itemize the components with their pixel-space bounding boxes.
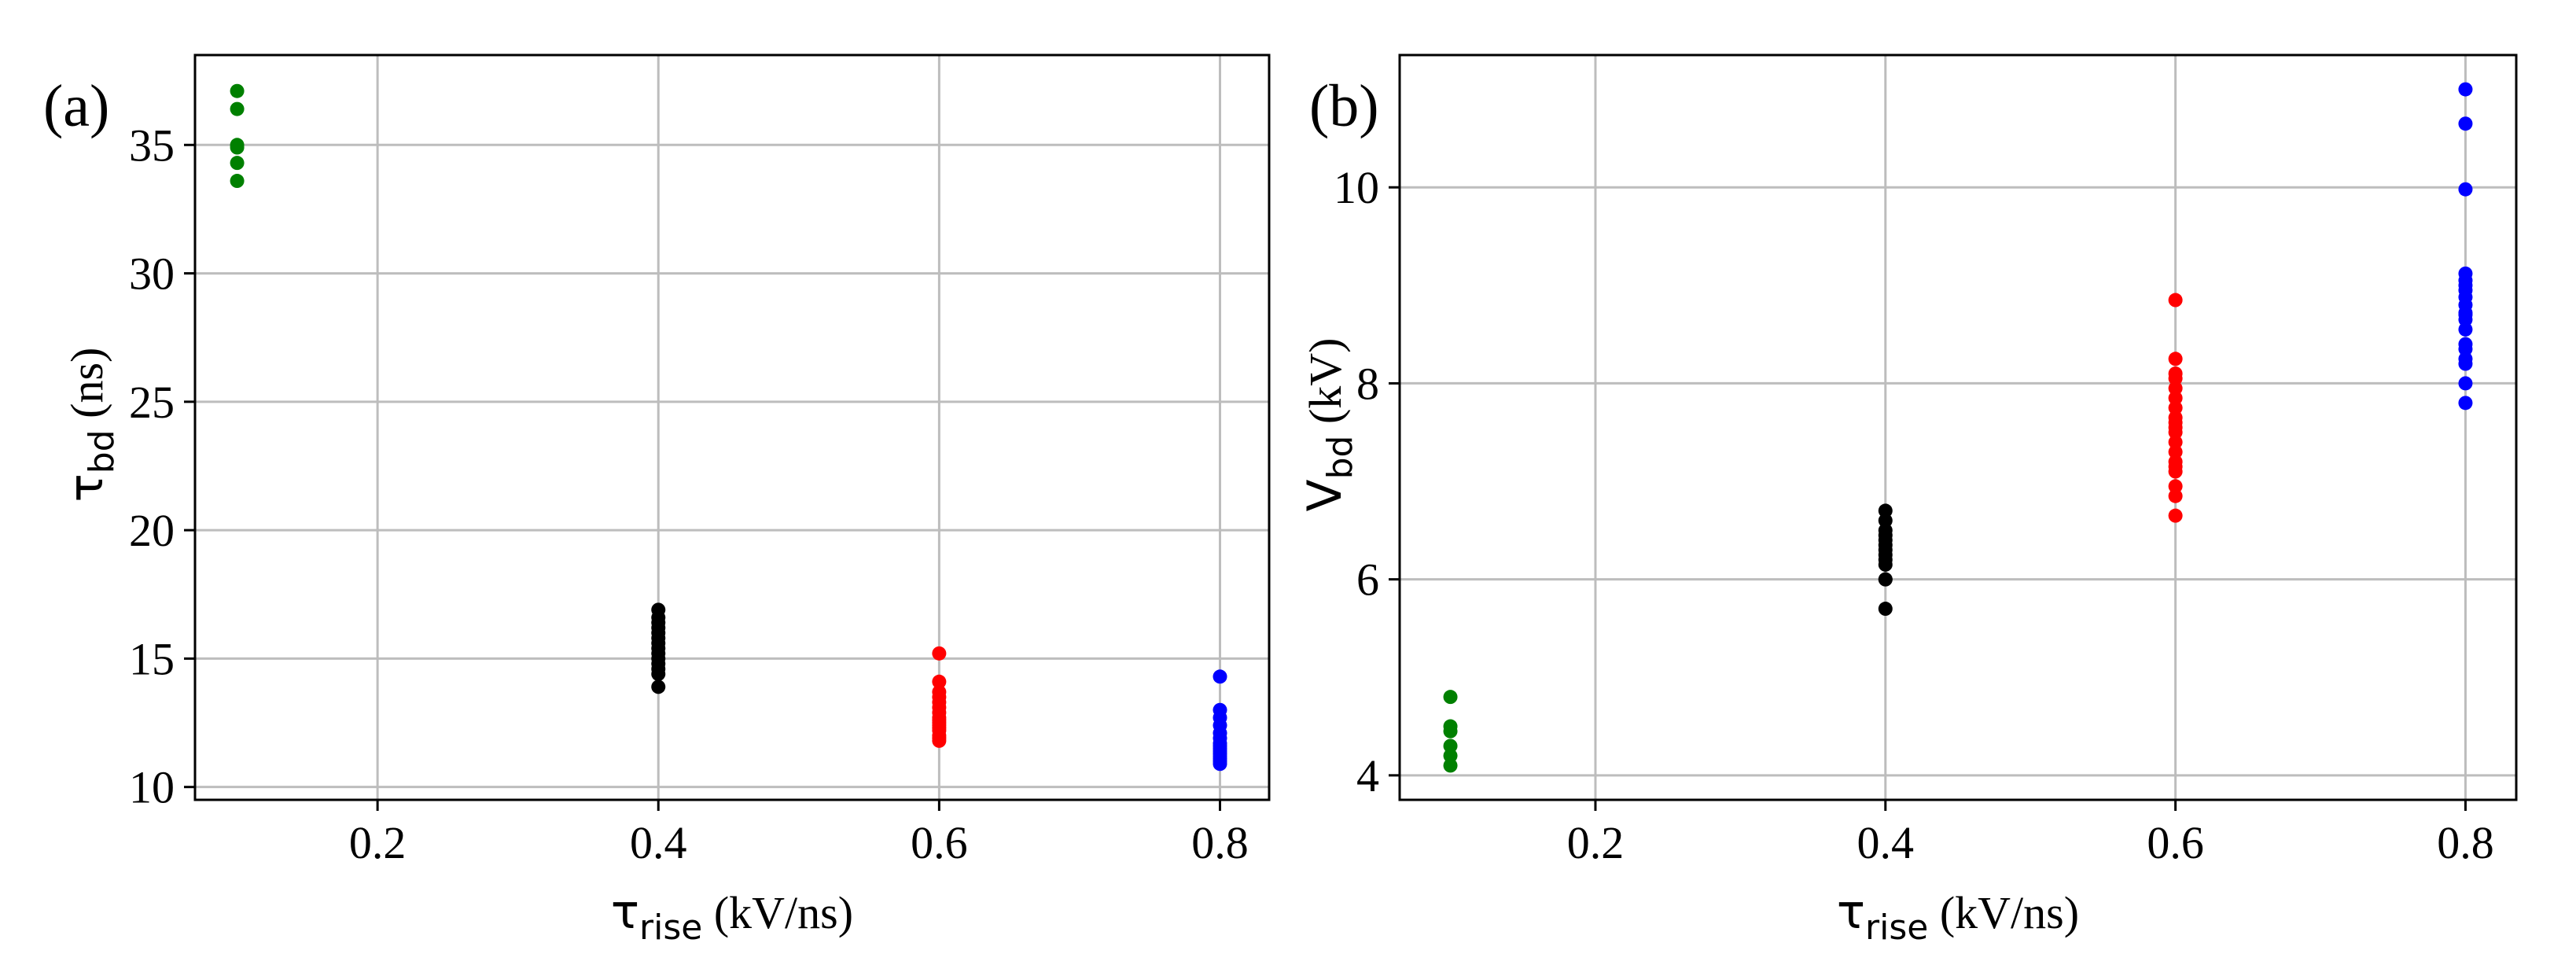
data-point — [2168, 425, 2183, 440]
data-point — [1443, 690, 1458, 705]
plot-frame — [193, 53, 1271, 801]
x-tick-label: 0.2 — [1567, 817, 1625, 868]
data-point — [2168, 479, 2183, 494]
data-point — [1878, 557, 1893, 572]
data-point — [2168, 391, 2183, 406]
data-point — [932, 674, 947, 689]
y-tick-label: 35 — [129, 120, 175, 171]
y-tick-label: 4 — [1356, 750, 1379, 801]
y-axis-label: τbd (ns) — [59, 348, 122, 503]
data-point — [2458, 273, 2473, 288]
x-axis-label: τrise (kV/ns) — [611, 885, 853, 948]
panel-a: 0.2 0.4 0.6 0.8 10 15 20 25 30 35 (a) τrise (kV/ns)… — [43, 53, 1271, 948]
data-point — [2458, 396, 2473, 411]
data-point — [2168, 508, 2183, 523]
panel-label: (a) — [43, 73, 109, 139]
y-tick-label: 30 — [129, 249, 175, 300]
data-point — [230, 101, 245, 116]
data-point — [2168, 366, 2183, 381]
y-tick-label: 15 — [129, 633, 175, 684]
data-point — [2458, 337, 2473, 352]
data-point — [651, 680, 666, 694]
y-tick-label: 10 — [129, 762, 175, 813]
y-tick-label: 25 — [129, 377, 175, 428]
y-tick-label: 8 — [1356, 358, 1379, 409]
data-point — [651, 666, 666, 681]
data-point — [1443, 724, 1458, 738]
data-point — [230, 140, 245, 155]
x-tick-label: 0.6 — [2147, 817, 2204, 868]
data-point — [1443, 758, 1458, 773]
data-point — [1443, 738, 1458, 753]
data-point — [2458, 116, 2473, 131]
data-point — [230, 156, 245, 171]
data-point — [2458, 322, 2473, 337]
data-point — [2458, 356, 2473, 371]
data-point — [2458, 376, 2473, 391]
data-point — [1878, 602, 1893, 617]
data-point — [1213, 669, 1227, 684]
data-point — [1878, 513, 1893, 528]
x-tick-label: 0.4 — [630, 817, 687, 868]
x-tick-label: 0.6 — [911, 817, 968, 868]
y-tick-label: 20 — [129, 505, 175, 556]
data-point — [2168, 435, 2183, 450]
data-point — [2168, 400, 2183, 415]
x-tick-label: 0.2 — [349, 817, 407, 868]
data-point — [2168, 352, 2183, 366]
data-point — [932, 646, 947, 661]
data-point — [230, 83, 245, 98]
y-axis-label: Vbd (kV) — [1297, 338, 1360, 512]
data-point — [1878, 503, 1893, 518]
y-tick-label: 6 — [1356, 554, 1379, 606]
x-tick-label: 0.8 — [2437, 817, 2494, 868]
plot-frame — [1398, 53, 2518, 801]
data-point — [2168, 293, 2183, 308]
data-point — [1878, 572, 1893, 587]
x-tick-label: 0.8 — [1191, 817, 1249, 868]
data-point — [2168, 381, 2183, 396]
panel-b: 0.2 0.4 0.6 0.8 4 6 8 10 (b) τrise (kV/ns) Vbd (kV… — [1297, 53, 2518, 948]
data-point — [2458, 82, 2473, 97]
data-point — [1443, 748, 1458, 763]
data-point — [2168, 464, 2183, 479]
x-axis-label: τrise (kV/ns) — [1837, 885, 2079, 948]
data-point — [1878, 547, 1893, 562]
data-point — [2168, 444, 2183, 459]
data-point — [230, 174, 245, 189]
data-point — [2458, 182, 2473, 197]
data-point — [2168, 415, 2183, 430]
data-point — [2168, 488, 2183, 503]
data-point — [2458, 308, 2473, 322]
data-point — [932, 733, 947, 748]
y-tick-label: 10 — [1334, 162, 1379, 213]
x-tick-label: 0.4 — [1857, 817, 1915, 868]
data-point — [1213, 757, 1227, 772]
panel-label: (b) — [1309, 73, 1379, 139]
